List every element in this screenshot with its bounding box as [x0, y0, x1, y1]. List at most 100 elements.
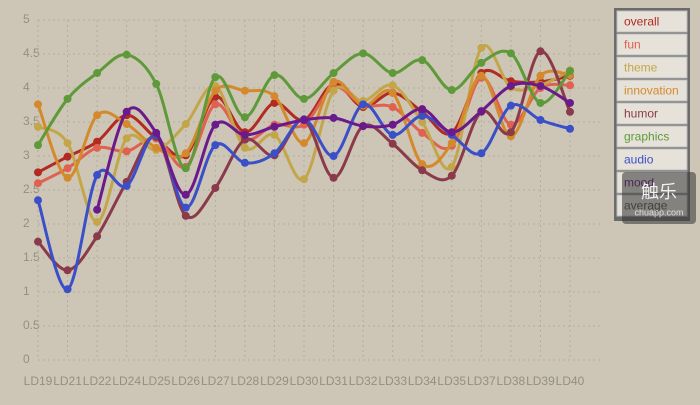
- legend-label[interactable]: theme: [624, 61, 658, 75]
- data-point: [240, 143, 249, 152]
- data-point: [329, 173, 338, 182]
- legend-label[interactable]: fun: [624, 38, 641, 52]
- data-point: [566, 124, 574, 133]
- data-point: [181, 211, 190, 220]
- series-line: [95, 81, 571, 211]
- data-point: [34, 179, 42, 188]
- legend-label[interactable]: graphics: [624, 130, 669, 144]
- data-point: [211, 86, 220, 95]
- data-point: [63, 152, 72, 161]
- data-point: [211, 100, 220, 109]
- legend-item-box[interactable]: [616, 10, 688, 33]
- data-point: [181, 190, 190, 199]
- data-point: [388, 120, 397, 129]
- data-point: [418, 128, 427, 137]
- watermark-site: chuapp.com: [634, 207, 683, 217]
- x-tick-label: LD26: [171, 374, 200, 388]
- x-tick-label: LD22: [83, 374, 112, 388]
- legend-item-box[interactable]: [616, 125, 688, 148]
- legend-item-box[interactable]: [616, 148, 688, 171]
- data-point: [536, 47, 545, 56]
- data-point: [329, 152, 338, 160]
- x-tick-label: LD21: [53, 374, 82, 388]
- data-point: [447, 128, 456, 137]
- data-point: [566, 107, 574, 116]
- data-point: [211, 73, 220, 82]
- data-point: [181, 120, 190, 129]
- data-point: [477, 107, 486, 116]
- data-point: [506, 81, 515, 90]
- data-point: [536, 81, 545, 90]
- x-tick-label: LD39: [526, 374, 555, 388]
- data-point: [152, 143, 161, 152]
- data-point: [359, 122, 368, 131]
- y-tick-label: 3: [23, 148, 30, 162]
- legend-label[interactable]: innovation: [624, 84, 679, 98]
- data-point: [388, 139, 397, 148]
- data-point: [566, 81, 574, 90]
- data-point: [63, 285, 72, 294]
- legend-item-box[interactable]: [616, 33, 688, 56]
- data-point: [211, 141, 220, 150]
- data-point: [240, 113, 249, 122]
- data-point: [506, 49, 515, 58]
- data-point: [536, 115, 545, 124]
- x-tick-label: LD38: [497, 374, 526, 388]
- data-point: [477, 58, 486, 67]
- data-point: [300, 175, 308, 184]
- data-point: [329, 77, 338, 86]
- data-point: [270, 92, 279, 101]
- y-tick-label: 5: [23, 12, 30, 26]
- data-point: [418, 105, 427, 114]
- data-point: [34, 122, 42, 131]
- data-point: [122, 50, 131, 59]
- x-tick-label: LD25: [142, 374, 171, 388]
- data-point: [388, 88, 397, 97]
- x-tick-label: LD27: [201, 374, 230, 388]
- watermark-box: [622, 172, 696, 224]
- legend-item-box[interactable]: [616, 102, 688, 125]
- data-point: [300, 94, 308, 103]
- x-tick-label: LD29: [260, 374, 289, 388]
- data-point: [477, 71, 486, 80]
- legend-label[interactable]: audio: [624, 153, 654, 167]
- y-tick-label: 0: [23, 352, 30, 366]
- data-point: [122, 107, 131, 116]
- data-point: [270, 149, 279, 158]
- data-point: [359, 49, 368, 58]
- data-point: [566, 67, 574, 75]
- data-point: [240, 86, 249, 95]
- x-tick-label: LD35: [437, 374, 466, 388]
- watermark-title: 触乐: [641, 182, 677, 202]
- x-tick-label: LD31: [319, 374, 348, 388]
- y-tick-label: 2: [23, 216, 30, 230]
- data-point: [181, 164, 190, 173]
- legend-item-box[interactable]: [616, 56, 688, 79]
- data-point: [477, 43, 486, 52]
- data-point: [63, 94, 72, 103]
- y-tick-label: 0.5: [23, 318, 40, 332]
- data-point: [447, 86, 456, 95]
- data-point: [122, 120, 131, 129]
- data-point: [152, 128, 161, 137]
- data-point: [418, 166, 427, 175]
- data-point: [270, 130, 279, 139]
- y-tick-label: 4: [23, 80, 30, 94]
- data-point: [63, 266, 72, 275]
- legend-label[interactable]: overall: [624, 15, 659, 29]
- series-line: [36, 102, 571, 291]
- x-tick-label: LD32: [349, 374, 378, 388]
- data-point: [240, 130, 249, 139]
- x-tick-label: LD34: [408, 374, 437, 388]
- data-point: [93, 69, 102, 78]
- legend-item-box[interactable]: [616, 79, 688, 102]
- data-point: [93, 137, 102, 146]
- x-tick-label: LD30: [290, 374, 319, 388]
- data-point: [447, 139, 456, 148]
- data-point: [388, 69, 397, 78]
- legend-label[interactable]: humor: [624, 107, 658, 121]
- data-point: [388, 130, 397, 139]
- x-tick-label: LD40: [556, 374, 585, 388]
